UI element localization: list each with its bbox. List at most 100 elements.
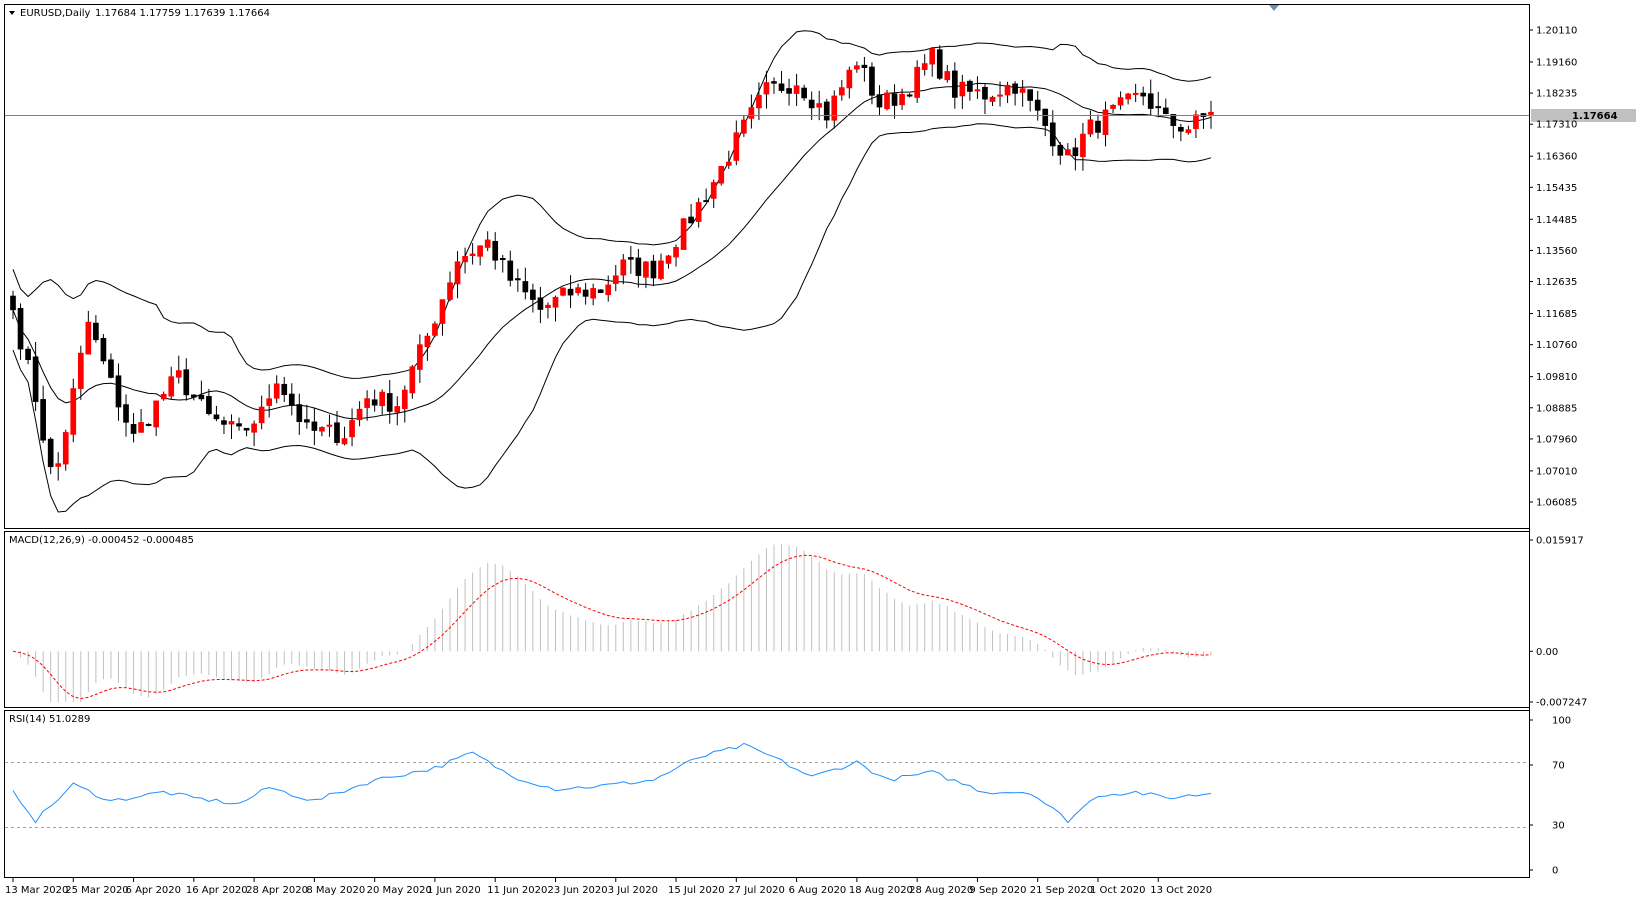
candle <box>1095 114 1101 139</box>
date-tick-label: 28 Apr 2020 <box>246 885 308 896</box>
candle <box>213 405 220 422</box>
candle <box>1019 80 1026 107</box>
candle <box>77 345 84 400</box>
candle <box>1087 110 1094 137</box>
candle <box>1162 98 1169 115</box>
macd-panel-frame[interactable] <box>4 531 1530 708</box>
candle <box>439 299 446 336</box>
candle <box>628 245 634 274</box>
current-price-marker <box>1531 109 1636 122</box>
price-tick-label: 1.12635 <box>1536 277 1577 288</box>
candle <box>575 283 581 296</box>
date-tick-label: 15 Jul 2020 <box>668 885 725 896</box>
candle <box>47 437 54 475</box>
candle <box>334 410 340 446</box>
date-tick-label: 23 Jun 2020 <box>547 885 607 896</box>
price-tick-label: 1.16360 <box>1536 152 1577 163</box>
macd-tick-label: 0.00 <box>1536 647 1558 658</box>
date-tick-label: 1 Oct 2020 <box>1090 885 1145 896</box>
candle <box>311 407 318 446</box>
chart-shift-marker-icon[interactable] <box>1269 5 1279 11</box>
candle <box>304 404 310 429</box>
candle <box>974 76 981 99</box>
candle <box>854 61 860 73</box>
candle <box>590 283 596 306</box>
candle <box>10 290 16 320</box>
candle <box>1193 110 1199 138</box>
rsi-panel-frame[interactable] <box>4 710 1530 878</box>
candle <box>364 390 370 421</box>
candle <box>869 62 875 105</box>
symbol-title: EURUSD,Daily <box>20 8 91 19</box>
date-tick-label: 8 May 2020 <box>306 885 365 896</box>
candle <box>741 115 747 137</box>
candle <box>748 94 755 129</box>
date-tick-label: 13 Mar 2020 <box>5 885 68 896</box>
candle <box>982 83 988 115</box>
candle <box>658 253 664 281</box>
date-tick-label: 16 Apr 2020 <box>186 885 248 896</box>
candle <box>379 389 386 415</box>
candle <box>55 452 62 481</box>
date-tick-label: 20 May 2020 <box>367 885 432 896</box>
rsi-tick-label: 30 <box>1552 821 1565 832</box>
candle <box>530 283 536 313</box>
candle <box>341 426 348 446</box>
candle <box>673 244 679 267</box>
price-tick-label: 1.18235 <box>1536 89 1577 100</box>
price-tick-label: 1.13560 <box>1536 246 1577 257</box>
candle <box>710 179 717 208</box>
candle <box>25 346 31 365</box>
bollinger-upper <box>12 30 1212 379</box>
candle <box>567 275 574 309</box>
candle <box>688 204 694 224</box>
candle <box>138 409 144 433</box>
candle <box>620 254 627 285</box>
candle <box>17 303 24 360</box>
candle <box>123 394 129 437</box>
date-tick-label: 18 Aug 2020 <box>849 885 913 896</box>
price-tick-label: 1.10760 <box>1536 340 1577 351</box>
candle <box>432 321 438 338</box>
candle <box>371 389 378 412</box>
candle <box>1147 79 1154 116</box>
candle <box>507 250 514 287</box>
candle <box>1117 91 1124 110</box>
candle <box>733 120 740 166</box>
bollinger-lower <box>12 123 1212 513</box>
macd-title: MACD(12,26,9) -0.000452 -0.000485 <box>9 535 194 546</box>
candle <box>1102 101 1109 147</box>
candle <box>552 295 559 322</box>
price-tick-label: 1.11685 <box>1536 309 1577 320</box>
candle <box>1065 143 1071 156</box>
candle <box>537 286 544 324</box>
candles <box>10 45 1214 481</box>
date-tick-label: 13 Oct 2020 <box>1150 885 1212 896</box>
candle <box>40 385 46 444</box>
candle <box>914 60 920 104</box>
candle <box>1057 142 1064 165</box>
candle <box>168 366 175 400</box>
candle <box>967 79 973 101</box>
date-tick-label: 1 Jun 2020 <box>427 885 481 896</box>
symbol-dropdown-icon[interactable] <box>9 11 15 15</box>
candle <box>876 85 883 116</box>
candle <box>582 283 589 305</box>
price-tick-label: 1.20110 <box>1536 26 1577 37</box>
ohlc-values: 1.17684 1.17759 1.17639 1.17664 <box>95 8 270 19</box>
candle <box>725 150 732 169</box>
candle <box>228 414 235 439</box>
current-price-label: 1.17664 <box>1572 111 1618 122</box>
candle <box>296 393 303 435</box>
candle <box>936 45 943 80</box>
candle <box>665 254 672 269</box>
candle <box>1185 125 1192 135</box>
rsi-series <box>12 742 1212 824</box>
candle <box>319 426 325 437</box>
date-tick-label: 11 Jun 2020 <box>487 885 547 896</box>
price-scale[interactable]: 1.20110 1.19160 1.18235 1.17310 1.16360 1.154… <box>1529 26 1577 509</box>
candle <box>115 363 122 421</box>
candle <box>703 188 710 203</box>
